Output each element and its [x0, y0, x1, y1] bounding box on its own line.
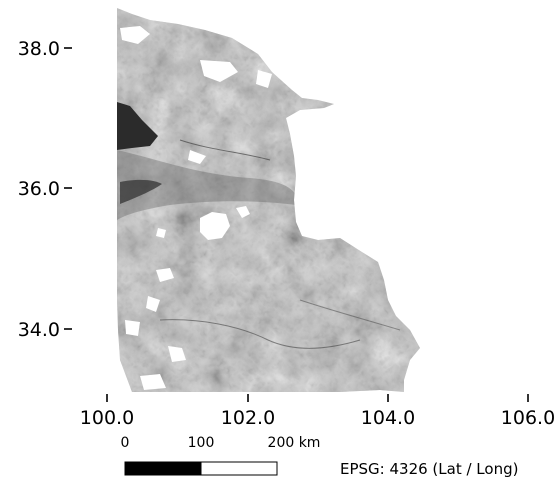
lake-small	[120, 179, 162, 204]
white-patch-1	[120, 26, 150, 44]
terrain-raster	[117, 8, 420, 392]
y-tick-label: 38.0	[18, 38, 60, 60]
x-tick-label: 100.0	[80, 407, 134, 429]
scale-bar-black-segment	[124, 461, 202, 476]
white-patch-8	[125, 320, 140, 336]
white-patch-3	[256, 70, 272, 88]
river-2	[159, 319, 361, 349]
y-tick-label: 36.0	[18, 178, 60, 200]
white-patch-7	[146, 296, 160, 312]
scale-bar-white-segment	[200, 461, 278, 476]
river-3	[299, 299, 401, 331]
y-tick-label: 34.0	[18, 319, 60, 341]
lake	[117, 102, 158, 150]
white-patch-2	[200, 60, 238, 82]
white-patch-5	[236, 206, 250, 218]
white-patch-10	[140, 374, 166, 390]
white-patch-9	[168, 346, 186, 362]
scale-bar: 0 100 200 km	[121, 435, 321, 476]
dark-ridge-band	[117, 150, 296, 220]
x-tick-label: 106.0	[501, 407, 555, 429]
crs-label: EPSG: 4326 (Lat / Long)	[340, 460, 518, 478]
scale-label-100: 100	[188, 435, 215, 451]
white-patch-4	[200, 212, 230, 240]
scale-label-0: 0	[121, 435, 130, 451]
white-patch-6	[156, 268, 174, 282]
white-patch-11	[188, 150, 206, 164]
y-axis: 38.0 36.0 34.0	[18, 38, 72, 341]
scale-label-200: 200 km	[268, 435, 321, 451]
white-patch-12	[156, 228, 166, 238]
x-axis: 100.0 102.0 104.0 106.0	[80, 394, 555, 429]
x-tick-label: 104.0	[361, 407, 415, 429]
river-1	[179, 139, 271, 161]
x-tick-label: 102.0	[221, 407, 275, 429]
